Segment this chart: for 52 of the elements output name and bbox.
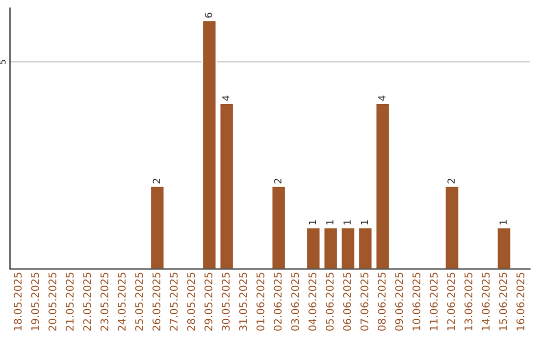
- bar: [306, 226, 321, 269]
- x-tick-label: 20.05.2025: [48, 272, 56, 331]
- x-tick-label: 27.05.2025: [170, 272, 178, 331]
- bar: [358, 226, 373, 269]
- bar: [340, 226, 356, 269]
- bar: [150, 185, 165, 269]
- x-tick-label: 03.06.2025: [291, 272, 300, 331]
- bar: [271, 185, 286, 269]
- x-tick-label: 15.06.2025: [499, 272, 508, 330]
- x-tick-label: 12.06.2025: [447, 272, 456, 330]
- x-tick-label: 13.06.2025: [464, 272, 472, 330]
- x-tick-label: 06.06.2025: [343, 272, 352, 331]
- x-tick-label: 28.05.2025: [187, 272, 196, 331]
- x-tick-label: 01.06.2025: [256, 272, 264, 331]
- bar: [219, 102, 234, 269]
- x-tick-label: 24.05.2025: [118, 272, 126, 331]
- x-tick-label: 25.05.2025: [135, 272, 144, 331]
- data-label: 2: [152, 178, 160, 184]
- data-label: 1: [326, 220, 334, 224]
- x-tick-label: 16.06.2025: [516, 272, 524, 330]
- x-tick-label: 10.06.2025: [412, 272, 420, 330]
- bar: [323, 226, 338, 269]
- x-tick-label: 18.05.2025: [14, 272, 22, 330]
- bar: [444, 185, 460, 269]
- data-label: 1: [308, 220, 316, 224]
- x-tick-label: 22.05.2025: [83, 272, 92, 331]
- bar: [202, 20, 217, 269]
- data-label: 2: [447, 178, 455, 184]
- x-tick-label: 23.05.2025: [100, 272, 108, 331]
- x-tick-label: 07.06.2025: [360, 272, 368, 331]
- x-tick-label: 11.06.2025: [430, 272, 438, 330]
- x-tick-label: 14.06.2025: [482, 272, 490, 330]
- data-label: 1: [360, 220, 368, 224]
- x-tick-label: 02.06.2025: [274, 272, 282, 331]
- x-tick-label: 05.06.2025: [326, 272, 334, 331]
- data-label: 4: [378, 96, 386, 101]
- data-label: 4: [222, 96, 230, 101]
- data-label: 6: [204, 12, 212, 18]
- x-tick-label: 19.05.2025: [31, 272, 40, 330]
- bar: [496, 226, 512, 269]
- data-label: 2: [274, 178, 282, 184]
- x-tick-label: 21.05.2025: [66, 272, 74, 331]
- x-tick-label: 29.05.2025: [204, 272, 212, 331]
- x-tick-label: 04.06.2025: [308, 272, 316, 331]
- data-label: 1: [500, 220, 507, 224]
- x-tick-label: 31.05.2025: [239, 272, 248, 331]
- data-label: 1: [344, 220, 351, 224]
- x-tick-label: 26.05.2025: [152, 272, 160, 331]
- x-tick-label: 08.06.2025: [378, 272, 386, 331]
- x-tick-label: 30.05.2025: [222, 272, 230, 331]
- x-tick-label: 09.06.2025: [395, 272, 404, 331]
- bar: [375, 102, 390, 269]
